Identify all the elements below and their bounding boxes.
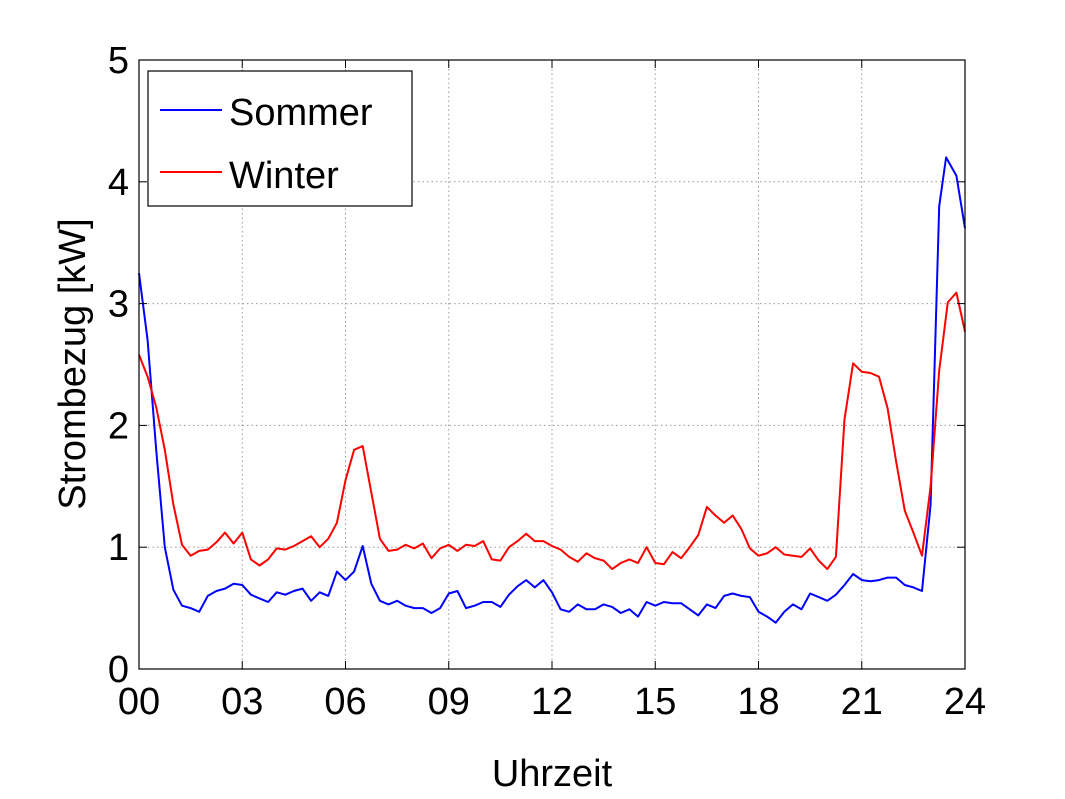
y-tick-label: 5 <box>108 40 129 82</box>
legend-label-sommer: Sommer <box>229 92 373 134</box>
legend: Sommer Winter <box>147 70 413 207</box>
x-tick-label: 09 <box>428 681 470 723</box>
x-tick-label: 06 <box>324 681 366 723</box>
y-tick-label: 3 <box>108 284 129 326</box>
x-tick-label: 21 <box>841 681 883 723</box>
x-tick-label: 12 <box>531 681 573 723</box>
x-axis-label: Uhrzeit <box>492 753 613 795</box>
y-axis-label: Strombezug [kW] <box>52 218 94 509</box>
series-layer <box>138 156 966 624</box>
legend-label-winter: Winter <box>229 155 339 197</box>
series-line-sommer <box>138 156 966 624</box>
x-tick-label: 18 <box>737 681 779 723</box>
y-tick-label: 0 <box>108 649 129 691</box>
axis-ticks <box>138 59 966 670</box>
x-tick-labels: 00 03 06 09 12 15 18 21 24 <box>118 681 986 723</box>
y-tick-label: 2 <box>108 405 129 447</box>
y-tick-label: 1 <box>108 527 129 569</box>
x-tick-label: 24 <box>944 681 986 723</box>
x-tick-label: 15 <box>634 681 676 723</box>
x-tick-label: 03 <box>221 681 263 723</box>
x-tick-label: 00 <box>118 681 160 723</box>
y-tick-label: 4 <box>108 162 129 204</box>
legend-box <box>147 70 413 207</box>
series-line-winter <box>138 291 966 571</box>
y-tick-labels: 0 1 2 3 4 5 <box>108 40 129 691</box>
